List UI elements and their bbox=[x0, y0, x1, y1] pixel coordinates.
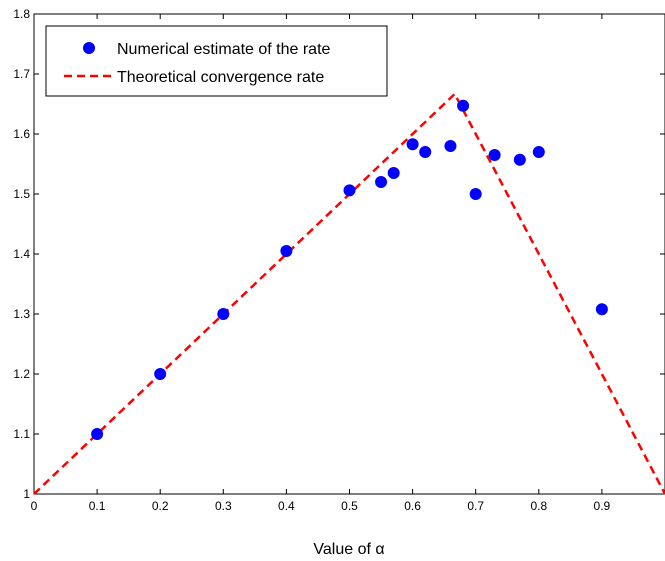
data-point bbox=[513, 153, 526, 166]
x-tick-label: 0 bbox=[31, 499, 38, 513]
y-tick-label: 1.1 bbox=[13, 427, 30, 441]
data-point bbox=[375, 176, 388, 188]
data-point bbox=[419, 146, 432, 158]
y-tick-label: 1.7 bbox=[13, 67, 30, 81]
x-tick-label: 0.9 bbox=[594, 499, 611, 513]
data-point bbox=[217, 308, 230, 320]
y-tick-label: 1.3 bbox=[13, 307, 30, 321]
data-point bbox=[154, 368, 167, 380]
x-tick-label: 0.4 bbox=[278, 499, 295, 513]
y-tick-label: 1.2 bbox=[13, 367, 30, 381]
x-tick-label: 0.1 bbox=[89, 499, 106, 513]
y-tick-label: 1.4 bbox=[13, 247, 30, 261]
data-point bbox=[532, 146, 545, 158]
data-point bbox=[280, 245, 293, 257]
data-point bbox=[469, 188, 482, 200]
data-point bbox=[444, 140, 457, 152]
y-tick-label: 1.5 bbox=[13, 187, 30, 201]
x-axis-title: Value of α bbox=[313, 541, 384, 558]
data-point bbox=[406, 138, 419, 151]
y-tick-label: 1 bbox=[23, 487, 30, 501]
data-point bbox=[387, 167, 400, 179]
data-point bbox=[91, 428, 104, 440]
data-point bbox=[343, 184, 356, 197]
data-point bbox=[457, 99, 470, 112]
x-tick-label: 0.3 bbox=[215, 499, 232, 513]
data-point bbox=[595, 303, 608, 316]
x-tick-label: 0.6 bbox=[404, 499, 421, 513]
legend-label-theoretical: Theoretical convergence rate bbox=[117, 69, 324, 86]
legend: Numerical estimate of the rate Theoretic… bbox=[45, 25, 388, 97]
y-tick-label: 1.6 bbox=[13, 127, 30, 141]
legend-box bbox=[45, 25, 388, 97]
y-tick-label: 1.8 bbox=[13, 7, 30, 21]
x-tick-label: 0.8 bbox=[530, 499, 547, 513]
series-layer bbox=[33, 91, 665, 495]
x-tick-label: 0.2 bbox=[152, 499, 169, 513]
x-tick-label: 0.7 bbox=[467, 499, 484, 513]
legend-marker-numerical bbox=[83, 42, 95, 54]
y-axis: 1 1.1 1.2 1.3 1.4 1.5 1.6 1.7 1.8 bbox=[13, 7, 665, 501]
x-axis: 0 0.1 0.2 0.3 0.4 0.5 0.6 0.7 0.8 0.9 bbox=[31, 14, 611, 513]
legend-label-numerical: Numerical estimate of the rate bbox=[117, 41, 331, 58]
x-tick-label: 0.5 bbox=[341, 499, 358, 513]
data-point bbox=[488, 149, 501, 161]
